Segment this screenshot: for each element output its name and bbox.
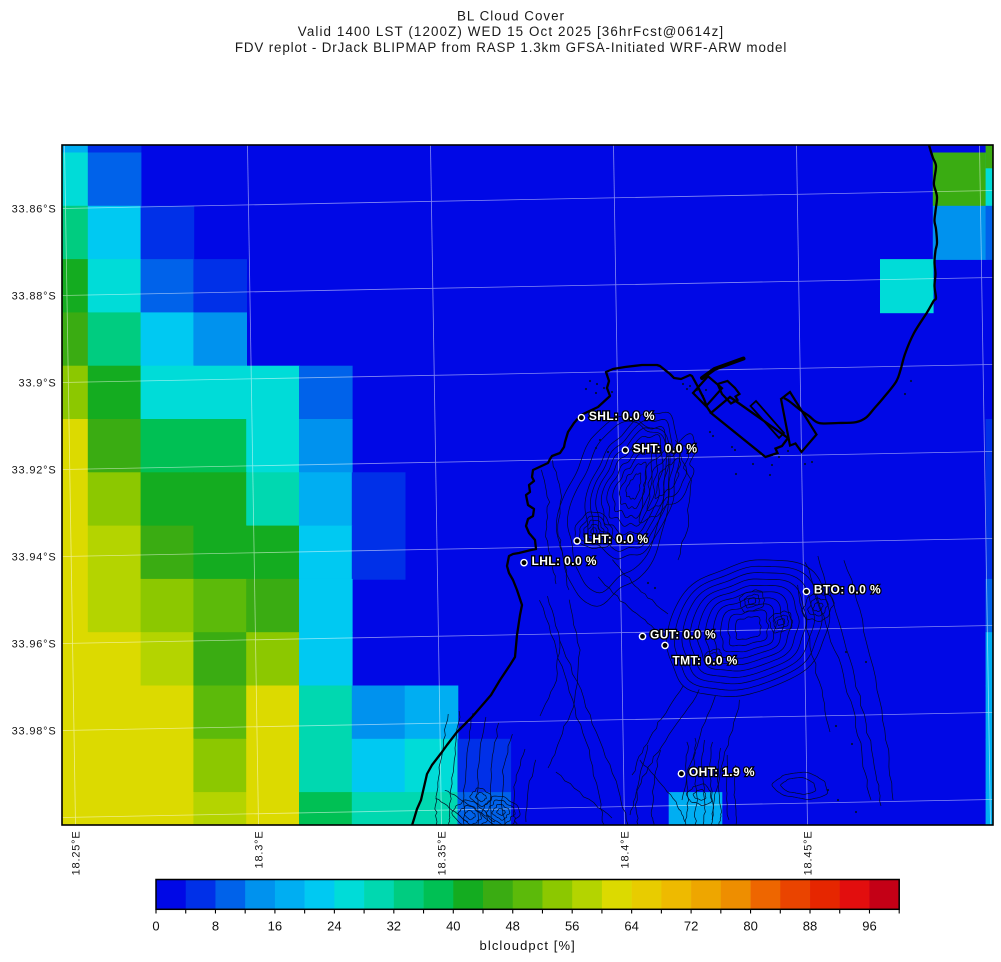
svg-text:72: 72: [684, 919, 698, 934]
svg-text:18.35°E: 18.35°E: [437, 831, 449, 876]
svg-text:LHT: 0.0 %: LHT: 0.0 %: [585, 532, 649, 546]
svg-text:33.94°S: 33.94°S: [12, 551, 57, 563]
svg-text:FDV replot - DrJack BLIPMAP fr: FDV replot - DrJack BLIPMAP from RASP 1.…: [235, 40, 787, 55]
svg-text:33.96°S: 33.96°S: [12, 638, 57, 650]
svg-text:33.9°S: 33.9°S: [19, 377, 57, 389]
svg-text:33.86°S: 33.86°S: [12, 203, 57, 215]
svg-text:LHL: 0.0 %: LHL: 0.0 %: [532, 554, 597, 568]
svg-text:96: 96: [862, 919, 876, 934]
svg-text:blcloudpct [%]: blcloudpct [%]: [480, 938, 576, 953]
svg-text:18.45°E: 18.45°E: [803, 831, 815, 876]
svg-text:88: 88: [803, 919, 817, 934]
svg-text:18.3°E: 18.3°E: [254, 831, 266, 869]
svg-text:40: 40: [446, 919, 460, 934]
svg-text:GUT: 0.0 %: GUT: 0.0 %: [650, 628, 716, 642]
svg-text:80: 80: [743, 919, 757, 934]
svg-text:Valid 1400 LST (1200Z) WED 15: Valid 1400 LST (1200Z) WED 15 Oct 2025 […: [298, 24, 724, 39]
svg-text:18.4°E: 18.4°E: [620, 831, 632, 869]
svg-text:48: 48: [505, 919, 519, 934]
svg-text:18.25°E: 18.25°E: [71, 831, 83, 876]
svg-text:SHT: 0.0 %: SHT: 0.0 %: [633, 441, 698, 455]
svg-text:SHL: 0.0 %: SHL: 0.0 %: [589, 409, 655, 423]
svg-text:33.98°S: 33.98°S: [12, 725, 57, 737]
svg-text:8: 8: [212, 919, 219, 934]
svg-text:BL Cloud Cover: BL Cloud Cover: [457, 9, 565, 24]
svg-text:56: 56: [565, 919, 579, 934]
svg-text:OHT: 1.9 %: OHT: 1.9 %: [689, 765, 755, 779]
svg-text:BTO: 0.0 %: BTO: 0.0 %: [814, 583, 881, 597]
svg-text:24: 24: [327, 919, 341, 934]
svg-text:16: 16: [268, 919, 282, 934]
svg-text:33.92°S: 33.92°S: [12, 464, 57, 476]
svg-text:TMT: 0.0 %: TMT: 0.0 %: [672, 654, 737, 668]
svg-text:64: 64: [624, 919, 638, 934]
svg-text:0: 0: [152, 919, 159, 934]
svg-text:32: 32: [387, 919, 401, 934]
svg-text:33.88°S: 33.88°S: [12, 290, 57, 302]
